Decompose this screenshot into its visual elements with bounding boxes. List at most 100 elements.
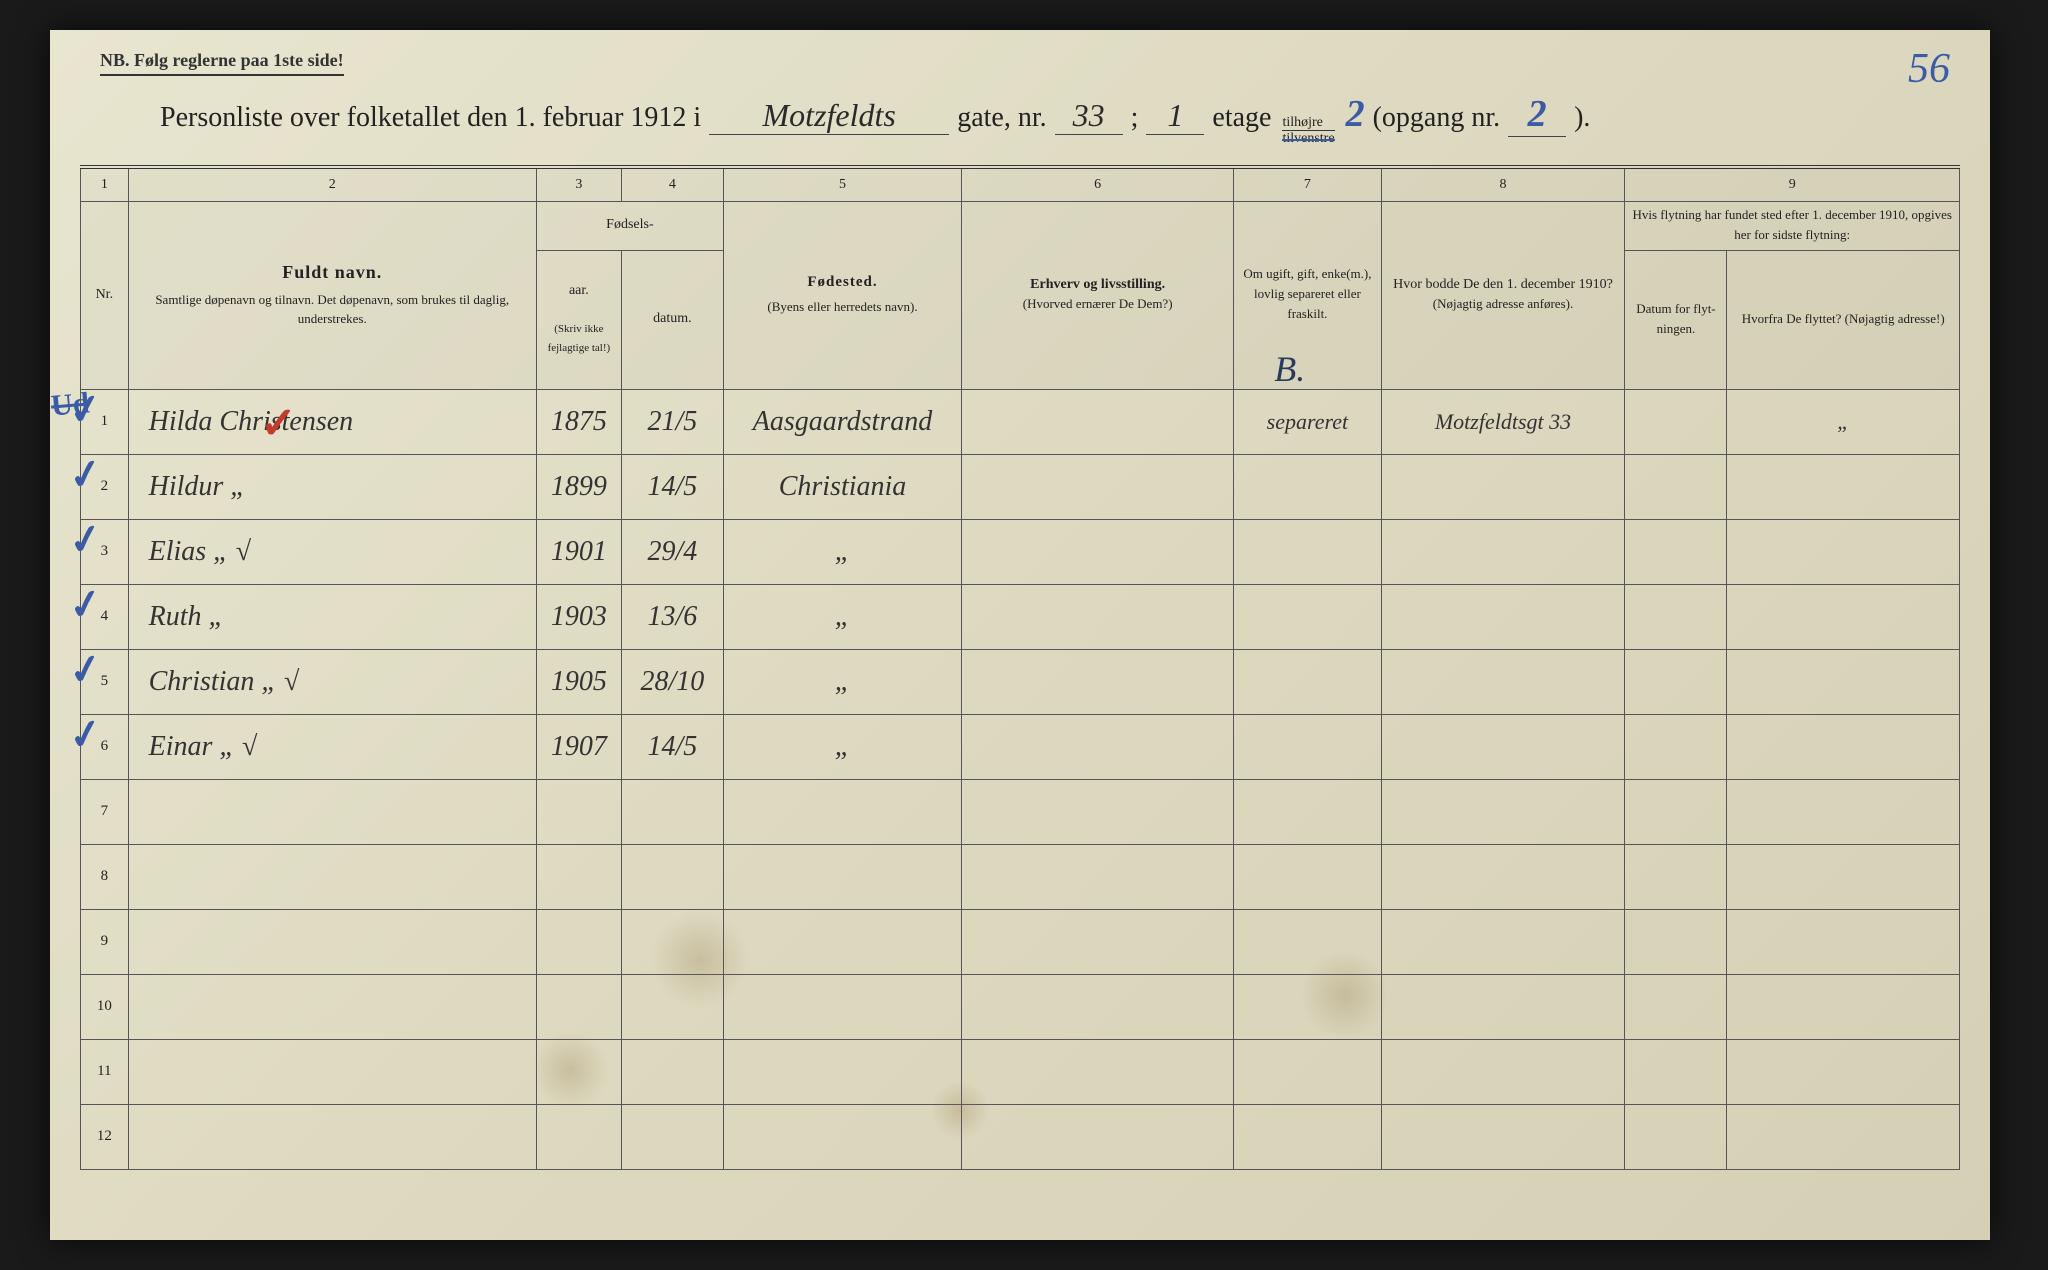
header-movefrom: Hvorfra De flyttet? (Nøjagtig adresse!) xyxy=(1727,250,1960,389)
movefrom-cell xyxy=(1727,584,1960,649)
date-cell xyxy=(621,909,723,974)
status-cell xyxy=(1234,714,1381,779)
date-cell: 13/6 xyxy=(621,584,723,649)
occupation-cell xyxy=(962,454,1234,519)
name-cell xyxy=(128,1039,536,1104)
occupation-cell xyxy=(962,649,1234,714)
date-cell: 28/10 xyxy=(621,649,723,714)
header-residence-sub: (Nøjagtig adresse anføres). xyxy=(1433,296,1573,311)
header-occupation-sub: (Hvorved ernærer De Dem?) xyxy=(1023,296,1173,311)
side-top: tilhøjre xyxy=(1282,115,1334,131)
year-cell xyxy=(536,1039,621,1104)
header-main-row: Nr. Fuldt navn. Samtlige døpenavn og til… xyxy=(81,201,1960,250)
residence-cell xyxy=(1381,454,1625,519)
birthplace-text: „ xyxy=(835,536,851,567)
residence-cell xyxy=(1381,844,1625,909)
name-cell: Einar „ √ xyxy=(128,714,536,779)
status-cell: B. separeret xyxy=(1234,389,1381,454)
name-text: Einar „ √ xyxy=(149,731,258,762)
row-number: 9 xyxy=(81,909,129,974)
row-number: 10 xyxy=(81,974,129,1039)
date-cell: 14/5 xyxy=(621,714,723,779)
movedate-cell xyxy=(1625,1039,1727,1104)
occupation-cell xyxy=(962,779,1234,844)
movefrom-cell xyxy=(1727,844,1960,909)
column-number-row: 1 2 3 4 5 6 7 8 9 xyxy=(81,167,1960,202)
movedate-cell xyxy=(1625,519,1727,584)
movedate-cell xyxy=(1625,844,1727,909)
residence-cell xyxy=(1381,519,1625,584)
table-row: ✓ 6 Einar „ √ 1907 14/5 „ xyxy=(81,714,1960,779)
header-birthplace-sub: (Byens eller herredets navn). xyxy=(767,299,917,314)
checkmark-icon: ✓ xyxy=(67,720,104,749)
table-row: 8 xyxy=(81,844,1960,909)
movefrom-cell xyxy=(1727,974,1960,1039)
name-text: Christian „ √ xyxy=(149,666,300,697)
birthplace-text: Aasgaardstrand xyxy=(753,406,932,437)
form-title-line: Personliste over folketallet den 1. febr… xyxy=(80,88,1960,157)
movefrom-cell xyxy=(1727,649,1960,714)
year-cell: 1899 xyxy=(536,454,621,519)
row-number: ✓ 5 xyxy=(81,649,129,714)
movedate-cell xyxy=(1625,454,1727,519)
birthplace-text: „ xyxy=(835,601,851,632)
header-nb-note: NB. Følg reglerne paa 1ste side! xyxy=(100,50,344,76)
occupation-cell xyxy=(962,584,1234,649)
header-occupation-bold: Erhverv og livsstilling. xyxy=(1030,277,1165,292)
row-number: 8 xyxy=(81,844,129,909)
census-table: 1 2 3 4 5 6 7 8 9 Nr. Fuldt navn. Samtli… xyxy=(80,165,1960,1170)
residence-cell xyxy=(1381,974,1625,1039)
colnum-4: 4 xyxy=(621,167,723,202)
movefrom-cell xyxy=(1727,454,1960,519)
movefrom-text: „ xyxy=(1837,409,1849,434)
date-cell xyxy=(621,974,723,1039)
movefrom-cell xyxy=(1727,779,1960,844)
table-row: ✓ 3 Elias „ √ 1901 29/4 „ xyxy=(81,519,1960,584)
header-fodsels: Fødsels- xyxy=(536,201,723,250)
header-flytning-text: Hvis flytning har fundet sted efter 1. d… xyxy=(1632,207,1952,242)
movefrom-cell xyxy=(1727,909,1960,974)
year-text: 1905 xyxy=(551,666,607,697)
year-text: 1875 xyxy=(551,406,607,437)
date-cell xyxy=(621,1104,723,1169)
header-name-sub: Samtlige døpenavn og tilnavn. Det døpena… xyxy=(155,292,509,327)
birthplace-cell xyxy=(723,844,961,909)
header-nr: Nr. xyxy=(81,201,129,389)
year-cell xyxy=(536,844,621,909)
residence-cell xyxy=(1381,909,1625,974)
header-residence: Hvor bodde De den 1. december 1910? (Nøj… xyxy=(1381,201,1625,389)
colnum-7: 7 xyxy=(1234,167,1381,202)
side-bottom: tilvenstre xyxy=(1282,131,1334,146)
occupation-cell xyxy=(962,714,1234,779)
birthplace-text: „ xyxy=(835,666,851,697)
name-text: Elias „ √ xyxy=(149,536,252,567)
movedate-cell xyxy=(1625,909,1727,974)
year-cell xyxy=(536,1104,621,1169)
movefrom-cell xyxy=(1727,1039,1960,1104)
opgang-close: ). xyxy=(1574,102,1590,134)
name-cell xyxy=(128,1104,536,1169)
header-year-text: aar. xyxy=(569,283,589,298)
status-cell xyxy=(1234,1104,1381,1169)
checkmark-icon: ✓ xyxy=(67,525,104,554)
year-cell xyxy=(536,909,621,974)
street-name-fill: Motzfeldts xyxy=(709,97,949,135)
status-cell xyxy=(1234,844,1381,909)
name-cell xyxy=(128,909,536,974)
residence-text: Motzfeldtsgt 33 xyxy=(1435,409,1571,434)
birthplace-cell: „ xyxy=(723,714,961,779)
occupation-cell xyxy=(962,1039,1234,1104)
row-number: 7 xyxy=(81,779,129,844)
semicolon: ; xyxy=(1131,102,1139,134)
annotation-b: B. xyxy=(1274,348,1305,390)
residence-cell xyxy=(1381,779,1625,844)
date-text: 14/5 xyxy=(648,731,698,762)
colnum-5: 5 xyxy=(723,167,961,202)
date-text: 21/5 xyxy=(648,406,698,437)
header-status-text: Om ugift, gift, enke(m.), lovlig separer… xyxy=(1243,266,1371,321)
year-cell: 1905 xyxy=(536,649,621,714)
row-number: ✓ 4 xyxy=(81,584,129,649)
year-text: 1901 xyxy=(551,536,607,567)
name-text: Ruth „ xyxy=(149,601,224,632)
header-residence-bold: Hvor bodde De den 1. december 1910? xyxy=(1393,277,1613,292)
